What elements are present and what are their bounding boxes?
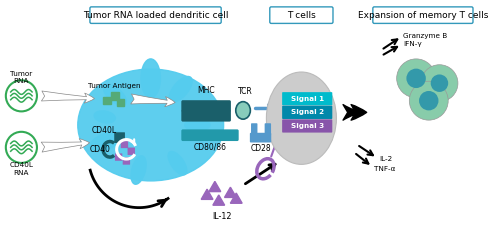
Ellipse shape (184, 119, 210, 131)
Circle shape (6, 132, 37, 163)
FancyBboxPatch shape (251, 123, 258, 136)
Circle shape (396, 59, 436, 98)
Circle shape (406, 68, 426, 88)
FancyBboxPatch shape (114, 132, 125, 143)
Ellipse shape (236, 102, 250, 119)
Ellipse shape (141, 59, 161, 98)
Text: MHC: MHC (198, 86, 215, 95)
FancyBboxPatch shape (182, 110, 231, 122)
Text: CD40L: CD40L (92, 126, 116, 135)
FancyBboxPatch shape (182, 100, 231, 112)
Text: Signal 1: Signal 1 (290, 96, 324, 102)
Text: IL-12: IL-12 (212, 212, 232, 220)
Text: Granzyme B: Granzyme B (404, 32, 448, 38)
Text: CD28: CD28 (250, 144, 271, 154)
Ellipse shape (266, 72, 336, 164)
Text: T cells: T cells (287, 11, 316, 20)
FancyBboxPatch shape (250, 133, 272, 142)
FancyBboxPatch shape (282, 92, 333, 105)
Text: TCR: TCR (238, 87, 252, 96)
Text: Tumor Antigen: Tumor Antigen (88, 83, 141, 89)
FancyBboxPatch shape (373, 7, 473, 24)
Text: TNF-α: TNF-α (374, 166, 396, 172)
FancyBboxPatch shape (121, 141, 128, 148)
Circle shape (410, 81, 448, 120)
Ellipse shape (168, 152, 187, 175)
Text: Expansion of memory T cells: Expansion of memory T cells (358, 11, 488, 20)
Text: Signal 3: Signal 3 (290, 123, 324, 129)
FancyBboxPatch shape (90, 7, 221, 24)
Ellipse shape (90, 132, 124, 150)
Text: Signal 2: Signal 2 (290, 109, 324, 115)
Circle shape (6, 80, 37, 112)
FancyBboxPatch shape (282, 106, 333, 119)
Text: CD40: CD40 (90, 145, 110, 154)
FancyBboxPatch shape (270, 7, 333, 24)
Text: Tumor RNA loaded dendritic cell: Tumor RNA loaded dendritic cell (83, 11, 229, 20)
Text: CD40L
RNA: CD40L RNA (10, 162, 34, 175)
Ellipse shape (94, 111, 116, 123)
Circle shape (419, 91, 438, 110)
Ellipse shape (78, 69, 224, 181)
Ellipse shape (169, 76, 192, 102)
Circle shape (421, 65, 458, 102)
FancyBboxPatch shape (128, 148, 135, 155)
FancyBboxPatch shape (182, 130, 238, 141)
Ellipse shape (104, 85, 126, 105)
FancyBboxPatch shape (282, 119, 333, 132)
Text: IFN-γ: IFN-γ (404, 41, 422, 47)
Text: Tumor
RNA: Tumor RNA (10, 70, 32, 84)
Text: CD80/86: CD80/86 (194, 142, 226, 152)
FancyBboxPatch shape (264, 123, 271, 136)
Ellipse shape (131, 156, 146, 184)
FancyBboxPatch shape (115, 154, 122, 161)
Text: IL-2: IL-2 (379, 156, 392, 162)
FancyBboxPatch shape (122, 157, 130, 165)
Circle shape (430, 74, 448, 92)
